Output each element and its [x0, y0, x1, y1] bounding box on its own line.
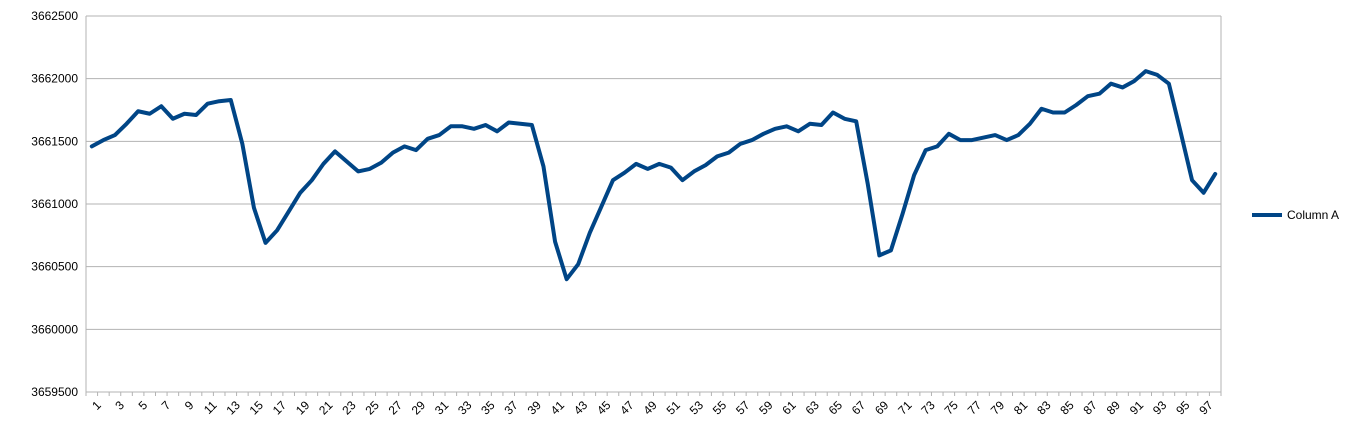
x-tick-label: 49: [640, 398, 660, 418]
x-tick-label: 79: [988, 398, 1008, 418]
x-tick-label: 51: [664, 398, 684, 418]
x-tick-label: 15: [247, 398, 267, 418]
x-tick-label: 95: [1173, 398, 1193, 418]
y-tick-label: 3659500: [31, 385, 78, 399]
x-tick-label: 7: [159, 398, 174, 413]
x-tick-label: 39: [525, 398, 545, 418]
x-tick-label: 85: [1057, 398, 1077, 418]
x-tick-label: 9: [182, 398, 197, 413]
x-tick-label: 61: [779, 398, 799, 418]
x-tick-label: 3: [112, 398, 127, 413]
legend: Column A: [1252, 208, 1339, 222]
x-tick-label: 11: [201, 398, 220, 417]
x-tick-label: 57: [733, 398, 753, 418]
x-tick-label: 27: [386, 398, 406, 418]
x-tick-label: 77: [965, 398, 985, 418]
x-tick-label: 41: [548, 398, 568, 418]
x-tick-label: 59: [756, 398, 776, 418]
legend-label-column-a: Column A: [1287, 208, 1339, 222]
x-tick-label: 73: [918, 398, 938, 418]
x-tick-label: 43: [571, 398, 591, 418]
x-tick-label: 5: [136, 398, 151, 413]
x-tick-label: 69: [872, 398, 892, 418]
x-tick-label: 19: [293, 398, 313, 418]
series-line-column-a: [89, 69, 1218, 282]
x-tick-label: 47: [617, 398, 637, 418]
x-tick-label: 29: [409, 398, 429, 418]
x-tick-label: 67: [849, 398, 869, 418]
x-tick-label: 71: [895, 398, 915, 418]
x-tick-label: 31: [432, 398, 452, 418]
y-tick-label: 3660500: [31, 260, 78, 274]
x-tick-label: 83: [1034, 398, 1054, 418]
x-tick-label: 91: [1127, 398, 1147, 418]
x-tick-label: 53: [687, 398, 707, 418]
y-axis-ticks: 3659500 3660000 3660500 3661000 3661500 36620…: [31, 9, 78, 399]
x-tick-label: 89: [1104, 398, 1124, 418]
y-tick-label: 3662000: [31, 72, 78, 86]
x-tick-label: 37: [501, 398, 521, 418]
x-tick-label: 65: [826, 398, 846, 418]
x-tick-label: 55: [710, 398, 730, 418]
x-tick-label: 13: [223, 398, 243, 418]
x-tick-label: 63: [803, 398, 823, 418]
x-tick-label: 35: [478, 398, 498, 418]
x-tick-label: 33: [455, 398, 475, 418]
x-tick-label: 25: [362, 398, 382, 418]
x-tick-label: 75: [942, 398, 962, 418]
series-lines: [89, 69, 1218, 282]
x-tick-label: 21: [316, 398, 336, 418]
x-axis-ticks: 1 3 5 7 9 11 13 15 17 19 21 23 25 27 29 31 33 35 37 39 41 43 4…: [85, 392, 1222, 418]
grid-lines: [85, 15, 1222, 393]
x-tick-label: 17: [270, 398, 290, 418]
x-tick-label: 23: [339, 398, 359, 418]
x-tick-label: 93: [1150, 398, 1170, 418]
x-tick-label: 81: [1011, 398, 1031, 418]
y-tick-label: 3660000: [31, 322, 78, 336]
y-tick-label: 3662500: [31, 9, 78, 23]
x-tick-label: 1: [89, 398, 104, 413]
x-tick-label: 45: [594, 398, 614, 418]
x-tick-label: 97: [1196, 398, 1216, 418]
x-tick-label: 87: [1081, 398, 1101, 418]
y-tick-label: 3661000: [31, 197, 78, 211]
y-tick-label: 3661500: [31, 134, 78, 148]
